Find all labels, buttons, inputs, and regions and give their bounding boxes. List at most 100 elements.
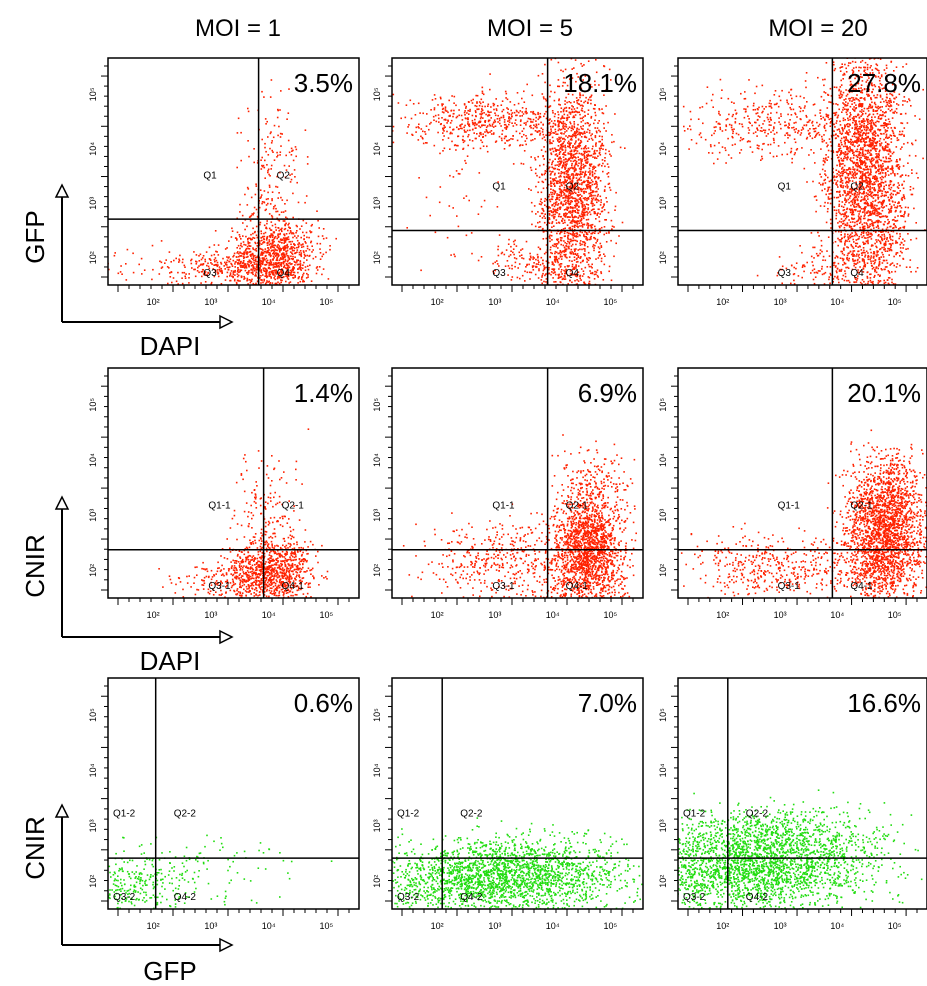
event-point [302, 279, 304, 282]
event-point [882, 253, 884, 256]
event-point [577, 76, 579, 78]
event-point [529, 125, 531, 128]
event-point [444, 108, 447, 110]
event-point [420, 128, 423, 130]
event-point [852, 168, 854, 170]
event-point [558, 206, 561, 209]
event-point [252, 247, 254, 249]
event-point [529, 124, 532, 127]
event-point [593, 172, 596, 175]
event-point [508, 121, 511, 123]
event-point [572, 268, 574, 271]
event-point [424, 133, 427, 135]
event-point [563, 159, 565, 161]
event-point [489, 88, 491, 91]
event-point [595, 71, 598, 74]
event-point [272, 207, 275, 210]
event-point [579, 193, 582, 196]
event-point [233, 254, 235, 257]
event-point [539, 164, 541, 167]
event-point [293, 290, 295, 292]
event-point [571, 239, 573, 242]
event-point [457, 172, 460, 175]
event-point [572, 234, 574, 237]
event-point [576, 233, 579, 235]
event-point [566, 209, 569, 211]
event-point [599, 230, 601, 233]
event-point [586, 210, 588, 213]
event-point [538, 268, 540, 270]
event-point [589, 96, 591, 99]
event-point [869, 130, 872, 133]
event-point [281, 271, 283, 273]
event-point [844, 177, 847, 180]
event-point [284, 254, 286, 257]
event-point [569, 178, 572, 180]
event-point [260, 262, 262, 265]
event-point [544, 336, 546, 338]
event-point [263, 291, 265, 293]
event-point [548, 222, 551, 224]
event-point [264, 209, 267, 212]
event-point [505, 128, 508, 130]
event-point [548, 122, 551, 124]
event-point [555, 180, 558, 183]
event-point [307, 268, 310, 271]
event-point [248, 259, 251, 262]
event-point [584, 292, 586, 294]
event-point [275, 249, 277, 251]
event-point [568, 107, 571, 110]
event-point [449, 131, 452, 134]
event-point [838, 203, 841, 206]
event-point [596, 201, 598, 204]
event-point [572, 146, 574, 149]
event-point [258, 244, 261, 247]
event-point [840, 90, 842, 93]
event-point [504, 265, 507, 267]
event-point [537, 211, 539, 213]
event-point [535, 263, 538, 265]
event-point [279, 239, 282, 241]
event-point [279, 171, 281, 174]
event-point [249, 260, 252, 263]
event-point [467, 144, 469, 147]
event-point [233, 279, 236, 282]
event-point [537, 113, 539, 115]
event-point [592, 296, 594, 298]
event-point [502, 116, 505, 119]
event-point [279, 262, 281, 264]
event-point [567, 127, 569, 130]
event-point [179, 254, 181, 257]
event-point [586, 162, 588, 164]
event-point [242, 292, 244, 294]
event-point [591, 307, 593, 309]
event-point [296, 259, 298, 261]
event-point [261, 254, 264, 256]
event-point [850, 157, 852, 159]
event-point [572, 115, 575, 117]
event-point [589, 154, 592, 157]
event-point [238, 234, 241, 236]
event-point [558, 99, 560, 102]
event-point [236, 238, 238, 240]
event-point [531, 121, 534, 123]
event-point [593, 108, 596, 110]
event-point [415, 131, 417, 133]
event-point [523, 127, 525, 130]
event-point [541, 337, 543, 339]
event-point [603, 127, 605, 129]
event-point [421, 136, 424, 139]
event-point [600, 245, 603, 247]
event-point [542, 209, 544, 211]
event-point [214, 269, 217, 272]
event-point [583, 132, 585, 134]
event-point [270, 233, 272, 235]
event-point [292, 291, 294, 293]
event-point [267, 202, 269, 205]
event-point [592, 156, 594, 158]
event-point [574, 275, 577, 277]
event-point [411, 133, 413, 136]
event-point [583, 282, 586, 285]
event-point [292, 255, 294, 258]
event-point [585, 184, 588, 186]
